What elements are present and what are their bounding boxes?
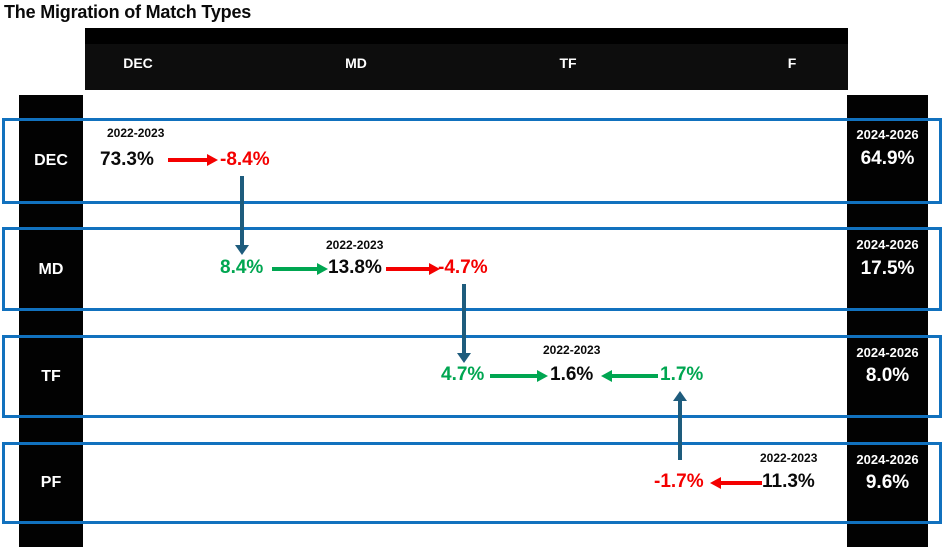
column-header-bar: DEC MD TF F — [85, 28, 848, 90]
connector-arrow-down-dec-to-md-icon — [235, 176, 249, 255]
result-period-tf: 2024-2026 — [856, 345, 919, 360]
value-tf-in: 4.7% — [441, 364, 485, 385]
value-pf-out: -1.7% — [654, 471, 704, 492]
row-label-dec: DEC — [34, 152, 68, 169]
result-period-pf: 2024-2026 — [856, 452, 919, 467]
period-label-pf: 2022-2023 — [760, 451, 818, 465]
column-header-tf: TF — [559, 55, 577, 71]
connector-arrow-up-pf-to-tf-icon — [673, 391, 687, 460]
row-box-pf — [2, 442, 942, 524]
value-tf-main: 1.6% — [550, 364, 594, 385]
value-md-main: 13.8% — [328, 257, 382, 278]
red-arrow-right-icon — [386, 263, 440, 275]
value-pf-main: 11.3% — [762, 471, 815, 492]
result-period-dec: 2024-2026 — [856, 127, 919, 142]
result-value-tf: 8.0% — [865, 365, 910, 386]
value-tf-in-right: 1.7% — [660, 364, 704, 385]
row-label-pf: PF — [40, 474, 62, 491]
green-arrow-right-icon — [490, 370, 548, 382]
row-box-dec — [2, 118, 942, 204]
column-header-md: MD — [345, 55, 367, 71]
green-arrow-left-icon — [601, 370, 658, 382]
row-box-tf — [2, 335, 942, 418]
red-arrow-left-icon — [710, 477, 762, 489]
value-dec-start: 73.3% — [100, 149, 154, 170]
period-label-dec: 2022-2023 — [107, 126, 165, 140]
value-dec-out: -8.4% — [220, 149, 270, 170]
column-header-dec: DEC — [123, 55, 153, 71]
right-result-column — [847, 95, 928, 547]
period-label-tf: 2022-2023 — [543, 343, 601, 357]
result-value-pf: 9.6% — [865, 472, 910, 493]
column-header-f: F — [787, 55, 797, 71]
row-label-md: MD — [38, 261, 64, 278]
green-arrow-right-icon — [272, 263, 328, 275]
row-label-tf: TF — [41, 368, 61, 385]
result-period-md: 2024-2026 — [856, 237, 919, 252]
value-md-out: -4.7% — [438, 257, 488, 278]
row-box-md — [2, 227, 942, 311]
value-md-in: 8.4% — [220, 257, 264, 278]
page-title: The Migration of Match Types — [4, 2, 252, 22]
left-label-column — [19, 95, 83, 547]
result-value-dec: 64.9% — [860, 148, 915, 169]
result-value-md: 17.5% — [860, 258, 915, 279]
period-label-md: 2022-2023 — [326, 238, 384, 252]
connector-arrow-down-md-to-tf-icon — [457, 284, 471, 363]
red-arrow-right-icon — [168, 154, 218, 166]
